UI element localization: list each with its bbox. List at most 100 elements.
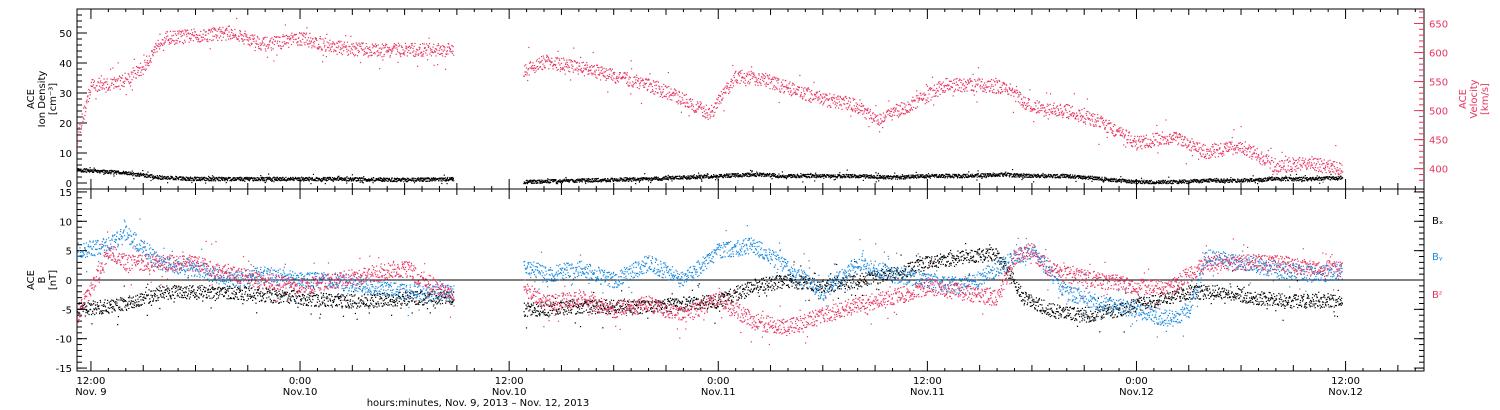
- ion-density-point-223: [146, 176, 149, 178]
- velocity-point-1313: [650, 91, 652, 93]
- ion-density-point-601: [265, 177, 267, 179]
- velocity-point-2282: [1021, 103, 1023, 106]
- velocity-point-702: [346, 48, 348, 50]
- velocity-point-819: [391, 52, 393, 54]
- ion-density-point-1405: [587, 181, 589, 183]
- velocity-point-1543: [738, 71, 740, 73]
- velocity-point-278: [183, 34, 185, 36]
- velocity-point-698: [344, 46, 346, 48]
- velocity-point-638: [321, 49, 323, 51]
- velocity-point-2909: [1262, 156, 1264, 158]
- velocity-point-2313: [1033, 108, 1035, 110]
- velocity-point-213: [158, 43, 160, 45]
- velocity-point-2076: [942, 81, 944, 83]
- velocity-point-785: [377, 54, 380, 56]
- velocity-point-633: [319, 36, 321, 38]
- velocity-point-981: [453, 54, 455, 56]
- ion-density-point-372: [193, 180, 195, 182]
- ion-density-point-58: [95, 170, 97, 172]
- velocity-point-497: [267, 47, 269, 49]
- velocity-point-2080: [944, 91, 946, 93]
- ion-density-point-134: [119, 173, 121, 175]
- velocity-point-680: [337, 40, 339, 43]
- velocity-point-1925: [884, 114, 886, 116]
- velocity-point-2586: [1138, 140, 1140, 142]
- velocity-point-2215: [995, 92, 998, 94]
- ion-density-point-485: [229, 177, 231, 179]
- velocity-point-336: [205, 31, 207, 33]
- velocity-point-539: [283, 41, 285, 43]
- velocity-point-828: [394, 47, 396, 49]
- velocity-point-355: [213, 27, 215, 29]
- velocity-point-1103: [569, 59, 571, 61]
- velocity-point-1521: [729, 84, 732, 86]
- velocity-point-2214: [995, 92, 997, 95]
- velocity-point-1819: [844, 103, 846, 105]
- panel1-y2tick-label-0: 400: [1429, 165, 1448, 176]
- ion-density-point-594: [263, 178, 265, 180]
- velocity-point-1650: [779, 90, 781, 92]
- velocity-point-2311: [1032, 108, 1034, 110]
- ion-density-point-942: [372, 182, 374, 184]
- velocity-point-1806: [839, 104, 841, 106]
- velocity-point-3118: [1342, 171, 1344, 173]
- velocity-point-2918: [1265, 162, 1267, 164]
- velocity-point-2908: [1261, 164, 1263, 166]
- velocity-point-181: [146, 62, 148, 64]
- velocity-point-1550: [741, 77, 743, 79]
- velocity-point-447: [248, 38, 250, 40]
- velocity-point-1171: [595, 69, 597, 71]
- ion-density-point-269: [161, 178, 163, 180]
- ion-density-point-815: [332, 180, 334, 183]
- velocity-point-2458: [1089, 112, 1091, 114]
- velocity-point-2190: [986, 86, 988, 89]
- velocity-point-3021: [1304, 158, 1307, 160]
- velocity-point-22: [85, 107, 87, 109]
- ion-density-point-1094: [420, 179, 422, 181]
- velocity-point-2470: [1093, 125, 1095, 127]
- ion-density-point-136: [119, 173, 121, 175]
- velocity-point-1563: [746, 75, 748, 77]
- velocity-point-2958: [1280, 166, 1282, 169]
- ion-density-point-774: [319, 178, 321, 180]
- velocity-point-514: [274, 36, 276, 38]
- velocity-point-894: [419, 43, 421, 46]
- velocity-point-48: [95, 98, 97, 100]
- velocity-point-3077: [1326, 162, 1328, 164]
- velocity-point-2966: [1283, 165, 1285, 167]
- velocity-point-3036: [1310, 164, 1312, 166]
- velocity-point-2243: [1006, 90, 1008, 92]
- velocity-point-681: [338, 45, 340, 47]
- velocity-point-1097: [567, 67, 569, 69]
- velocity-point-1558: [744, 77, 746, 79]
- velocity-point-285: [186, 35, 188, 37]
- panel1-ytick-label-3: 30: [59, 89, 72, 100]
- velocity-point-1697: [797, 86, 799, 88]
- velocity-point-965: [446, 46, 449, 48]
- velocity-point-2513: [1110, 129, 1112, 131]
- velocity-point-746: [363, 54, 365, 56]
- velocity-point-849: [402, 49, 404, 51]
- velocity-point-2168: [977, 67, 980, 69]
- velocity-point-3012: [1301, 159, 1303, 161]
- ion-density-point-1071: [412, 180, 415, 182]
- velocity-point-343: [208, 28, 210, 30]
- velocity-point-2250: [1009, 88, 1011, 90]
- ion-density-point-994: [388, 177, 390, 179]
- velocity-point-1642: [776, 80, 778, 82]
- velocity-point-1630: [771, 78, 773, 80]
- velocity-point-139: [130, 81, 132, 83]
- velocity-point-2307: [1031, 110, 1033, 112]
- velocity-point-271: [180, 31, 183, 33]
- velocity-point-1588: [755, 77, 757, 79]
- velocity-point-2798: [1219, 147, 1221, 149]
- ion-density-point-336: [182, 177, 184, 179]
- velocity-point-275: [182, 30, 184, 32]
- velocity-point-2359: [1051, 108, 1053, 110]
- velocity-point-477: [259, 44, 262, 46]
- velocity-point-604: [308, 43, 310, 45]
- velocity-point-631: [318, 47, 321, 49]
- velocity-point-137: [129, 82, 131, 84]
- ion-density-point-1027: [399, 178, 401, 180]
- velocity-point-2146: [969, 78, 971, 80]
